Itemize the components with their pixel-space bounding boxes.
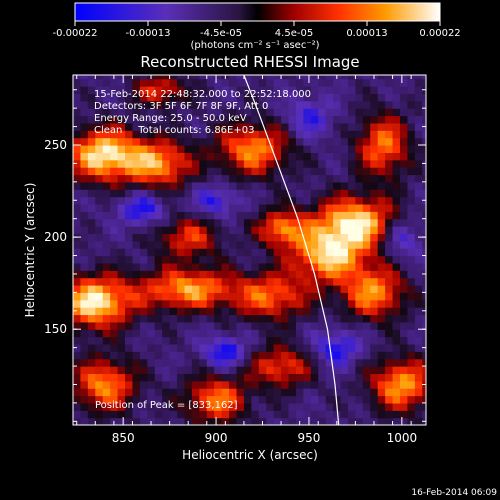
x-tick-label: 950	[297, 431, 320, 445]
annotation-clean: Clean Total counts: 6.86E+03	[94, 125, 254, 136]
colorbar-tick-label: 4.5e-05	[275, 28, 313, 39]
timestamp: 16-Feb-2014 06:09	[411, 488, 497, 498]
annotation-energy-range: Energy Range: 25.0 - 50.0 keV	[94, 113, 247, 124]
y-tick-label: 150	[44, 322, 67, 336]
colorbar-ticks: -0.00022 -0.00013 -4.5e-05 4.5e-05 0.00013 0.…	[53, 21, 461, 39]
x-tick-label: 900	[205, 431, 228, 445]
colorbar-gradient	[74, 2, 441, 22]
chart-title: Reconstructed RHESSI Image	[140, 53, 359, 71]
plot-frame	[72, 74, 427, 426]
colorbar-tick-label: -4.5e-05	[200, 28, 242, 39]
heatmap-cells	[73, 75, 426, 425]
colorbar-tick-label: -0.00022	[53, 28, 98, 39]
annotation-time-range: 15-Feb-2014 22:48:32.000 to 22:52:18.000	[94, 89, 311, 100]
x-tick-label: 1000	[387, 431, 418, 445]
axis-ticks: 850 900 950 1000 150 200 250	[44, 75, 426, 445]
colorbar-units: (photons cm⁻² s⁻¹ asec⁻²)	[190, 40, 319, 51]
annotation-detectors: Detectors: 3F 5F 6F 7F 8F 9F, Att 0	[94, 101, 268, 112]
colorbar-tick-label: 0.00022	[419, 28, 460, 39]
y-axis-label: Heliocentric Y (arcsec)	[23, 183, 37, 318]
x-tick-label: 850	[112, 431, 135, 445]
annotation-peak: Position of Peak = [833,162]	[95, 400, 238, 411]
colorbar-tick-label: -0.00013	[126, 28, 171, 39]
y-tick-label: 250	[44, 138, 67, 152]
plot-area: 850 900 950 1000 150 200 250 15-Feb-2014 22:48…	[44, 74, 427, 445]
y-tick-label: 200	[44, 230, 67, 244]
colorbar: -0.00022 -0.00013 -4.5e-05 4.5e-05 0.00013 0.…	[53, 2, 461, 51]
colorbar-tick-label: 0.00013	[346, 28, 387, 39]
solar-limb-curve	[243, 75, 340, 425]
x-axis-label: Heliocentric X (arcsec)	[182, 448, 318, 462]
